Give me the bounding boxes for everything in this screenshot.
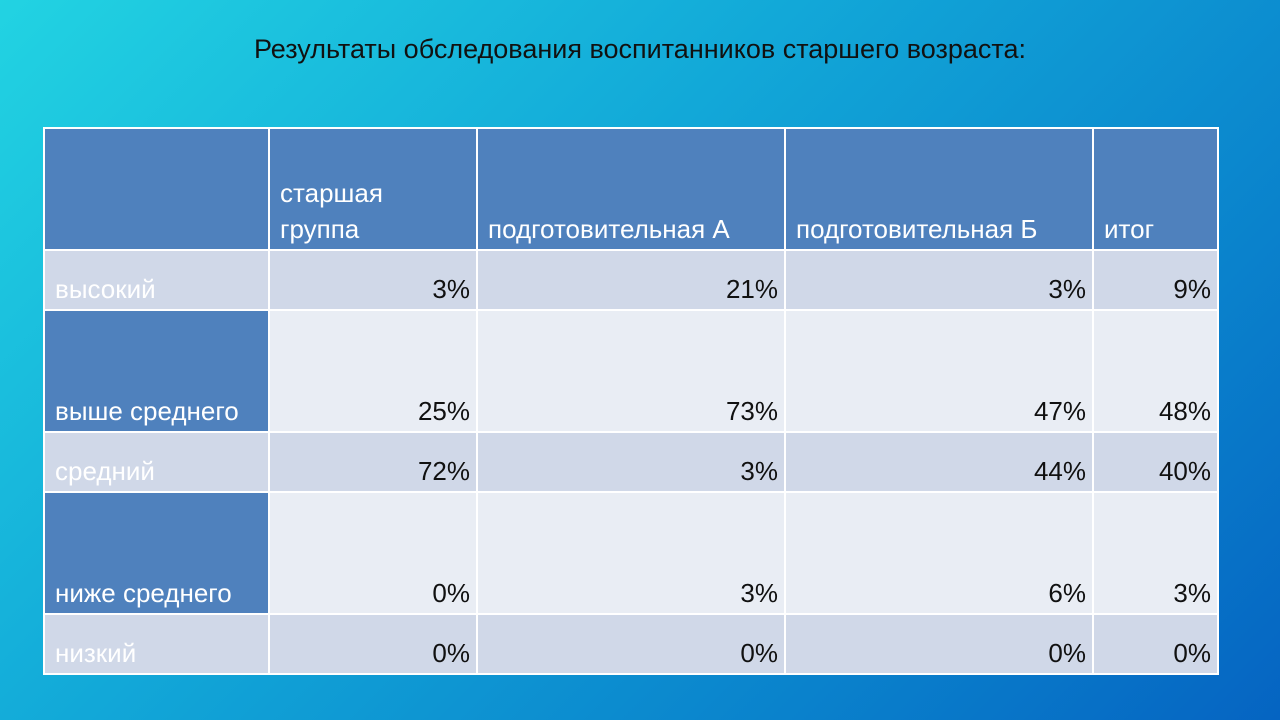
table-cell: 44% [784,431,1094,493]
table-row: высокий 3% 21% 3% 9% [43,249,1219,311]
table-cell: 3% [268,249,478,311]
table-cell: 47% [784,309,1094,433]
row-label: выше среднего [43,309,270,433]
table-row: ниже среднего 0% 3% 6% 3% [43,491,1219,615]
table-cell: 25% [268,309,478,433]
row-label: низкий [43,613,270,675]
table-cell: 0% [268,491,478,615]
table-cell: 9% [1092,249,1219,311]
table-cell: 3% [1092,491,1219,615]
results-table: старшая группа подготовительная А подгот… [43,127,1219,675]
table-cell: 6% [784,491,1094,615]
row-label: средний [43,431,270,493]
table-header-row: старшая группа подготовительная А подгот… [43,127,1219,251]
table-cell: 0% [1092,613,1219,675]
header-cell-prep-b: подготовительная Б [784,127,1094,251]
row-label: ниже среднего [43,491,270,615]
table-cell: 48% [1092,309,1219,433]
header-cell-total: итог [1092,127,1219,251]
table-row: выше среднего 25% 73% 47% 48% [43,309,1219,433]
table-row: низкий 0% 0% 0% 0% [43,613,1219,675]
table-cell: 3% [784,249,1094,311]
table-cell: 0% [784,613,1094,675]
header-cell-prep-a: подготовительная А [476,127,786,251]
table-cell: 3% [476,431,786,493]
table-cell: 73% [476,309,786,433]
table-cell: 0% [476,613,786,675]
row-label: высокий [43,249,270,311]
header-cell-corner [43,127,270,251]
table-cell: 3% [476,491,786,615]
slide-title: Результаты обследования воспитанников ст… [253,34,1026,64]
table-cell: 0% [268,613,478,675]
table-cell: 21% [476,249,786,311]
table-row: средний 72% 3% 44% 40% [43,431,1219,493]
header-cell-senior-group: старшая группа [268,127,478,251]
table-cell: 72% [268,431,478,493]
table-cell: 40% [1092,431,1219,493]
